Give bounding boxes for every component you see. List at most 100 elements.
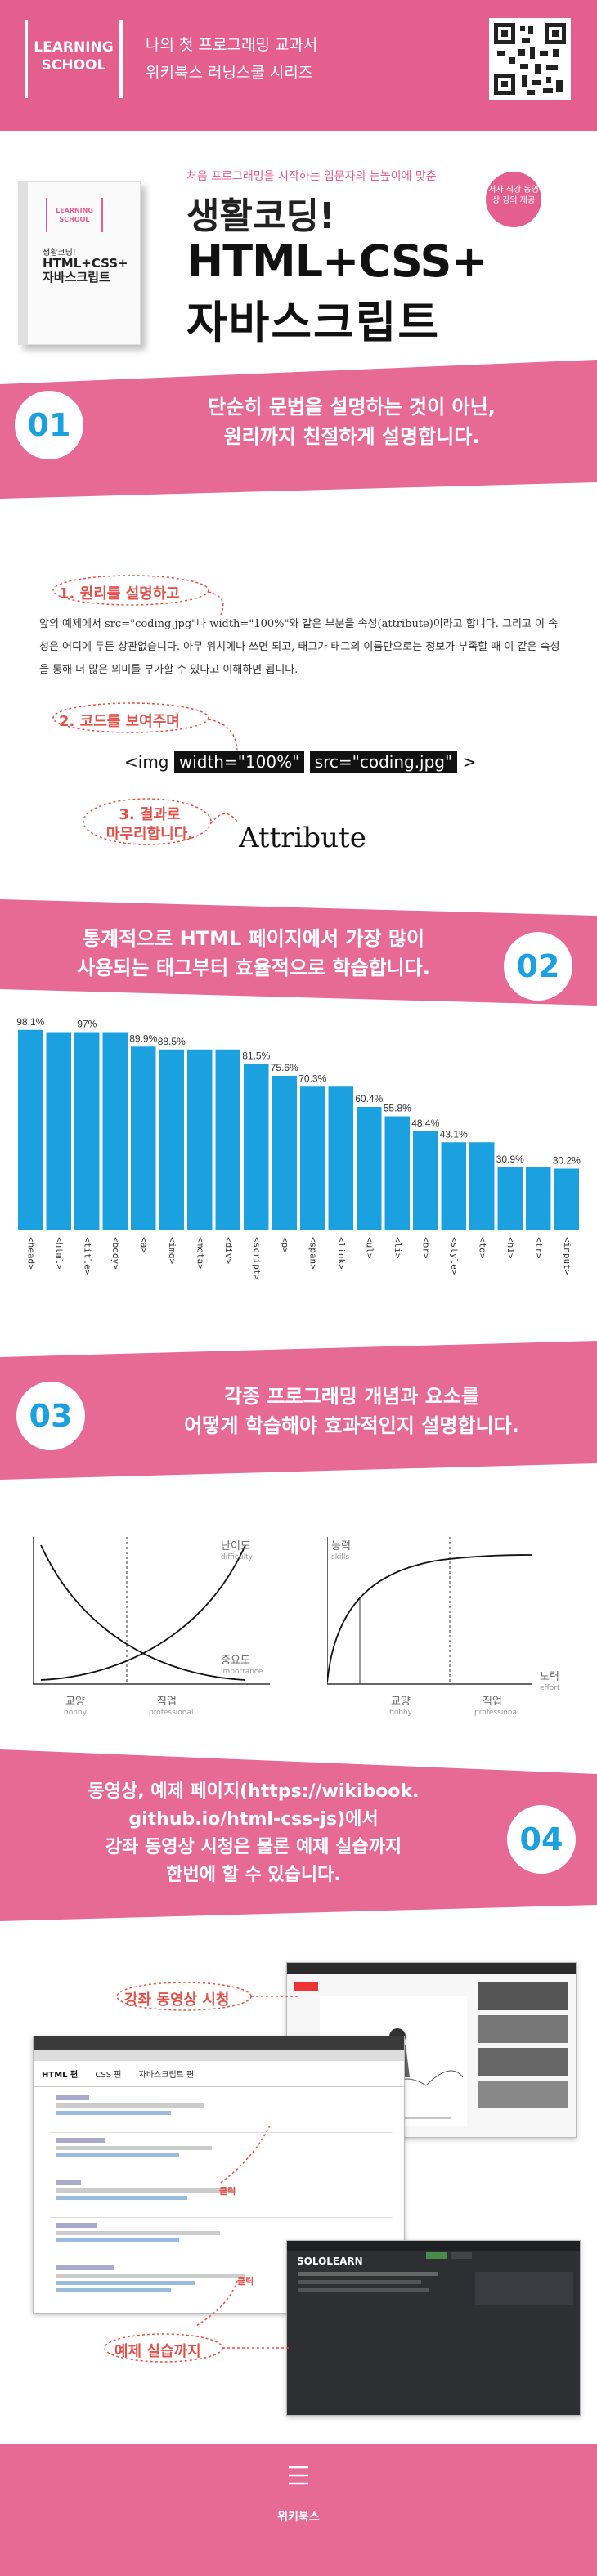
bar-4 [131,1046,156,1230]
bar-6 [187,1049,213,1230]
section1-heading: 단순히 문법을 설명하는 것이 아닌, 원리까지 친절하게 설명합니다. [123,392,581,451]
category-label-8: <script> [251,1237,262,1279]
qr-code[interactable] [489,18,571,100]
sololearn-logo: SOLOLEARN [297,2256,363,2267]
category-label-15: <style> [449,1237,460,1275]
difficulty-label: 난이도 [221,1540,250,1552]
bar-label-19: 30.2% [553,1155,581,1167]
dashed-circle-3 [83,798,238,845]
bar-label-0: 98.1% [16,1016,44,1028]
section2-band [0,899,597,1006]
site-tab-html[interactable]: HTML 편 [42,2071,79,2080]
category-label-5: <img> [167,1237,177,1264]
category-label-2: <title> [82,1237,92,1275]
youtube-logo-icon [294,1982,318,1991]
section4-heading-line1: 동영상, 예제 페이지(https://wikibook. [88,1781,420,1802]
label-video: 강좌 동영상 시청 [124,1991,230,2009]
d1-pro-label: 직업 [157,1696,177,1708]
solo-titlebar [287,2241,580,2251]
dashed-circle-video [116,1982,298,2011]
book-title-line2: HTML+CSS+ [186,235,488,287]
bar-label-15: 43.1% [440,1128,468,1140]
bar-18 [526,1167,551,1230]
logo-line1: LEARNING [34,39,114,56]
label-conclude: 3. 결과로 마무리합니다. [97,805,203,844]
author-lecture-badge: 저자 직강 동영상 강의 제공 [486,172,541,227]
bar-label-5: 88.5% [158,1036,186,1047]
sololearn-screenshot[interactable]: SOLOLEARN [286,2240,581,2416]
bar-label-14: 48.4% [411,1118,439,1129]
bar-label-9: 75.6% [271,1062,298,1073]
series-line1: 나의 첫 프로그래밍 교과서 [146,36,318,54]
wikibooks-mark-icon [289,2466,308,2485]
section1-band [0,360,597,499]
category-label-17: <h1> [505,1237,516,1259]
click-arrows [195,2125,271,2327]
book-spine [18,181,28,345]
category-label-16: <td> [477,1237,487,1259]
d2-hobby-label: 교양 [391,1696,411,1708]
section3-number: 03 [16,1382,85,1450]
bar-15 [441,1142,466,1230]
bar-label-10: 70.3% [298,1073,326,1084]
category-label-12: <ul> [364,1237,375,1259]
section1-heading-line2: 원리까지 친절하게 설명합니다. [223,425,480,448]
book-cover [18,181,141,345]
dashed-circle-example [104,2333,290,2363]
skills-label: 능력 [331,1540,351,1552]
category-label-9: <p> [280,1237,290,1253]
bar-12 [357,1107,382,1230]
importance-label: 중요도 [221,1655,250,1667]
code-example: <img width="100%" src="coding.jpg" > [124,751,476,773]
bar-17 [497,1167,523,1230]
dashed-circle-1 [52,575,224,616]
section3-heading: 각종 프로그래밍 개념과 요소를 어떻게 학습해야 효과적인지 설명합니다. [123,1382,581,1440]
bar-9 [272,1076,297,1230]
section3-band [0,1341,597,1480]
series-line2: 위키북스 러닝스쿨 시리즈 [146,64,313,82]
bar-10 [300,1086,325,1230]
book-tagline: 처음 프로그래밍을 시작하는 입문자의 눈높이에 맞춘 [186,170,437,183]
bar-label-17: 30.9% [496,1154,524,1165]
category-label-11: <link> [336,1237,347,1270]
bar-label-4: 89.9% [129,1033,157,1044]
bar-label-13: 55.8% [384,1103,411,1114]
category-label-19: <input> [562,1237,572,1275]
bar-13 [384,1116,410,1230]
bar-label-8: 81.5% [242,1050,270,1061]
code-pre: <img [124,752,169,772]
wikibooks-logo[interactable]: 위키북스 [272,2461,325,2542]
site-addressbar [34,2050,404,2061]
video-sidebar [478,1982,568,2108]
bar-0 [18,1029,43,1230]
category-label-6: <meta> [195,1237,205,1270]
bar-1 [46,1032,71,1230]
site-tabbar [34,2036,404,2050]
label-show-code: 2. 코드를 보여주며 [59,713,180,730]
footer-brand: 위키북스 [277,2511,320,2524]
section3-heading-line2: 어떻게 학습해야 효과적인지 설명합니다. [184,1414,519,1437]
importance-label-en: importance [221,1668,263,1676]
bar-label-12: 60.4% [355,1093,383,1104]
category-label-7: <div> [223,1237,234,1264]
difficulty-label-en: difficulty [221,1553,253,1561]
label-explain-principle: 1. 원리를 설명하고 [59,585,180,603]
category-label-10: <span> [307,1237,318,1270]
category-label-4: <a> [138,1237,149,1253]
skills-effort-diagram [327,1537,532,1685]
label-example: 예제 실습까지 [114,2343,201,2360]
qr-pattern-icon [494,23,566,95]
section4-band [0,1749,597,1921]
section3-heading-line1: 각종 프로그래밍 개념과 요소를 [223,1385,480,1408]
bar-8 [244,1064,269,1230]
d2-hobby-label-en: hobby [389,1709,412,1717]
site-tab-css[interactable]: CSS 편 [95,2071,122,2080]
section4-heading: 동영상, 예제 페이지(https://wikibook. github.io/… [16,1778,491,1889]
site-tab-js[interactable]: 자바스크립트 편 [138,2071,195,2080]
click-label-2: 클릭 [237,2276,254,2287]
bar-label-2: 97% [77,1019,97,1030]
book-title-line1: 생활코딩! [186,195,335,237]
bar-14 [413,1131,438,1230]
result-attribute: Attribute [239,822,366,854]
bar-3 [102,1032,128,1230]
